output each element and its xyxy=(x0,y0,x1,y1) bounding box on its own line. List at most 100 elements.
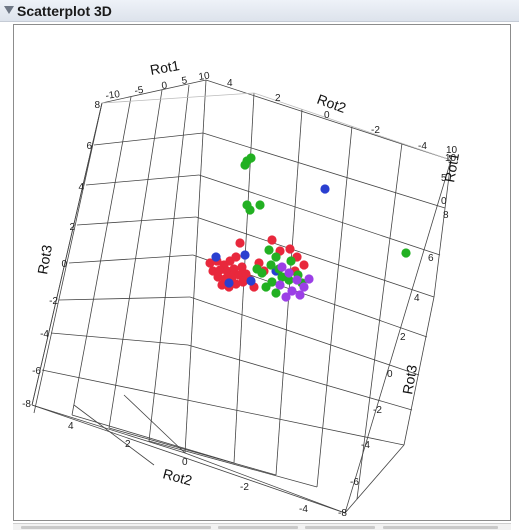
panel-header[interactable]: Scatterplot 3D xyxy=(0,0,519,22)
tick-label: 6 xyxy=(428,253,434,264)
tick-label: 4 xyxy=(78,182,84,193)
green-point xyxy=(271,252,281,262)
tick-label: 8 xyxy=(94,100,100,111)
tick-label: -10 xyxy=(105,89,121,102)
red-point xyxy=(215,265,225,275)
tick-label: 0 xyxy=(387,369,393,380)
red-point xyxy=(205,258,215,268)
blue-point xyxy=(224,278,234,288)
tick-label: -8 xyxy=(22,399,31,410)
red-point xyxy=(237,262,247,272)
green-point xyxy=(401,248,411,258)
tick-label: -8 xyxy=(338,508,347,519)
green-point xyxy=(245,205,255,215)
scrollbar-segment[interactable] xyxy=(383,526,498,529)
purple-point xyxy=(277,262,287,272)
purple-point xyxy=(292,275,302,285)
tick-label: -4 xyxy=(361,440,370,451)
purple-point xyxy=(284,268,294,278)
red-point xyxy=(217,280,227,290)
tick-label: 5 xyxy=(181,75,188,87)
rot1-right-ticks: 10 5 0 xyxy=(441,145,458,207)
rot1-axis-title: Rot1 xyxy=(149,57,181,78)
green-point xyxy=(284,275,294,285)
tick-label: -2 xyxy=(240,482,249,493)
scrollbar-segment[interactable] xyxy=(305,526,375,529)
rot3-left-axis-title: Rot3 xyxy=(34,243,55,275)
tick-label: -5 xyxy=(134,85,145,97)
scatterplot-3d-canvas[interactable]: -10 -5 0 5 10 Rot1 4 2 0 -2 -4 Rot2 8 6 … xyxy=(14,25,510,520)
tick-label: 0 xyxy=(182,457,188,468)
purple-point xyxy=(281,292,291,302)
tick-label: 4 xyxy=(414,293,420,304)
rot3-right-ticks: 10 8 6 4 2 0 -2 -4 -6 -8 xyxy=(338,153,457,519)
green-point xyxy=(286,256,296,266)
tick-label: -4 xyxy=(40,329,49,340)
tick-label: 5 xyxy=(441,173,447,184)
purple-point xyxy=(299,282,309,292)
red-point xyxy=(231,279,241,289)
rot2-bottom-ticks: 4 2 0 -2 -4 xyxy=(68,421,308,515)
blue-point xyxy=(240,250,250,260)
red-point xyxy=(235,238,245,248)
tick-label: -2 xyxy=(371,125,380,136)
tick-label: 10 xyxy=(198,70,211,83)
red-point xyxy=(231,252,241,262)
green-point xyxy=(264,245,274,255)
green-point xyxy=(252,264,262,274)
tick-label: 0 xyxy=(161,80,168,92)
green-point xyxy=(246,153,256,163)
red-point xyxy=(234,270,244,280)
rot2-top-ticks: 4 2 0 -2 -4 xyxy=(227,78,427,152)
scrollbar-segment[interactable] xyxy=(21,526,211,529)
panel-title: Scatterplot 3D xyxy=(17,3,112,19)
rot2-top-axis-title: Rot2 xyxy=(315,91,348,116)
tick-label: 8 xyxy=(443,210,449,221)
tick-label: 0 xyxy=(324,110,330,121)
tick-label: -6 xyxy=(350,477,359,488)
green-point xyxy=(266,260,276,270)
green-point xyxy=(255,200,265,210)
green-point xyxy=(261,282,271,292)
purple-point xyxy=(287,286,297,296)
tick-label: 2 xyxy=(275,93,281,104)
rot1-right-axis-title: Rot1 xyxy=(441,151,462,183)
blue-point xyxy=(320,184,330,194)
tick-label: -6 xyxy=(32,366,41,377)
tick-label: 4 xyxy=(227,78,233,89)
rot3-right-axis-title: Rot3 xyxy=(399,363,420,395)
scrollbar-segment[interactable] xyxy=(218,526,298,529)
tick-label: 2 xyxy=(125,439,131,450)
tick-label: -4 xyxy=(418,141,427,152)
tick-label: 2 xyxy=(69,222,75,233)
tick-label: 6 xyxy=(86,141,92,152)
rot2-bottom-axis-title: Rot2 xyxy=(161,465,194,488)
blue-point xyxy=(211,252,221,262)
red-point xyxy=(267,235,277,245)
green-point xyxy=(277,272,287,282)
tick-label: 10 xyxy=(446,145,458,156)
tick-label: -2 xyxy=(49,296,58,307)
horizontal-scrollbar[interactable] xyxy=(13,523,511,530)
green-point xyxy=(271,288,281,298)
purple-point xyxy=(304,274,314,284)
tick-label: -2 xyxy=(373,405,382,416)
tick-label: 2 xyxy=(400,332,406,343)
purple-point xyxy=(295,290,305,300)
tick-label: 0 xyxy=(61,259,67,270)
red-point xyxy=(285,244,295,254)
rot3-left-ticks: 8 6 4 2 0 -2 -4 -6 -8 xyxy=(22,100,100,410)
tick-label: -4 xyxy=(299,504,308,515)
purple-point xyxy=(275,280,285,290)
scatterplot-3d-frame[interactable]: -10 -5 0 5 10 Rot1 4 2 0 -2 -4 Rot2 8 6 … xyxy=(13,24,511,521)
tick-label: 0 xyxy=(441,196,447,207)
green-point xyxy=(240,160,250,170)
collapse-triangle-icon[interactable] xyxy=(4,6,14,14)
data-points xyxy=(205,153,411,302)
tick-label: 4 xyxy=(68,421,74,432)
blue-point xyxy=(246,276,256,286)
tick-label: 10 xyxy=(445,153,457,164)
red-point xyxy=(213,272,223,282)
rot1-top-ticks: -10 -5 0 5 10 xyxy=(105,70,211,102)
red-point xyxy=(238,277,248,287)
